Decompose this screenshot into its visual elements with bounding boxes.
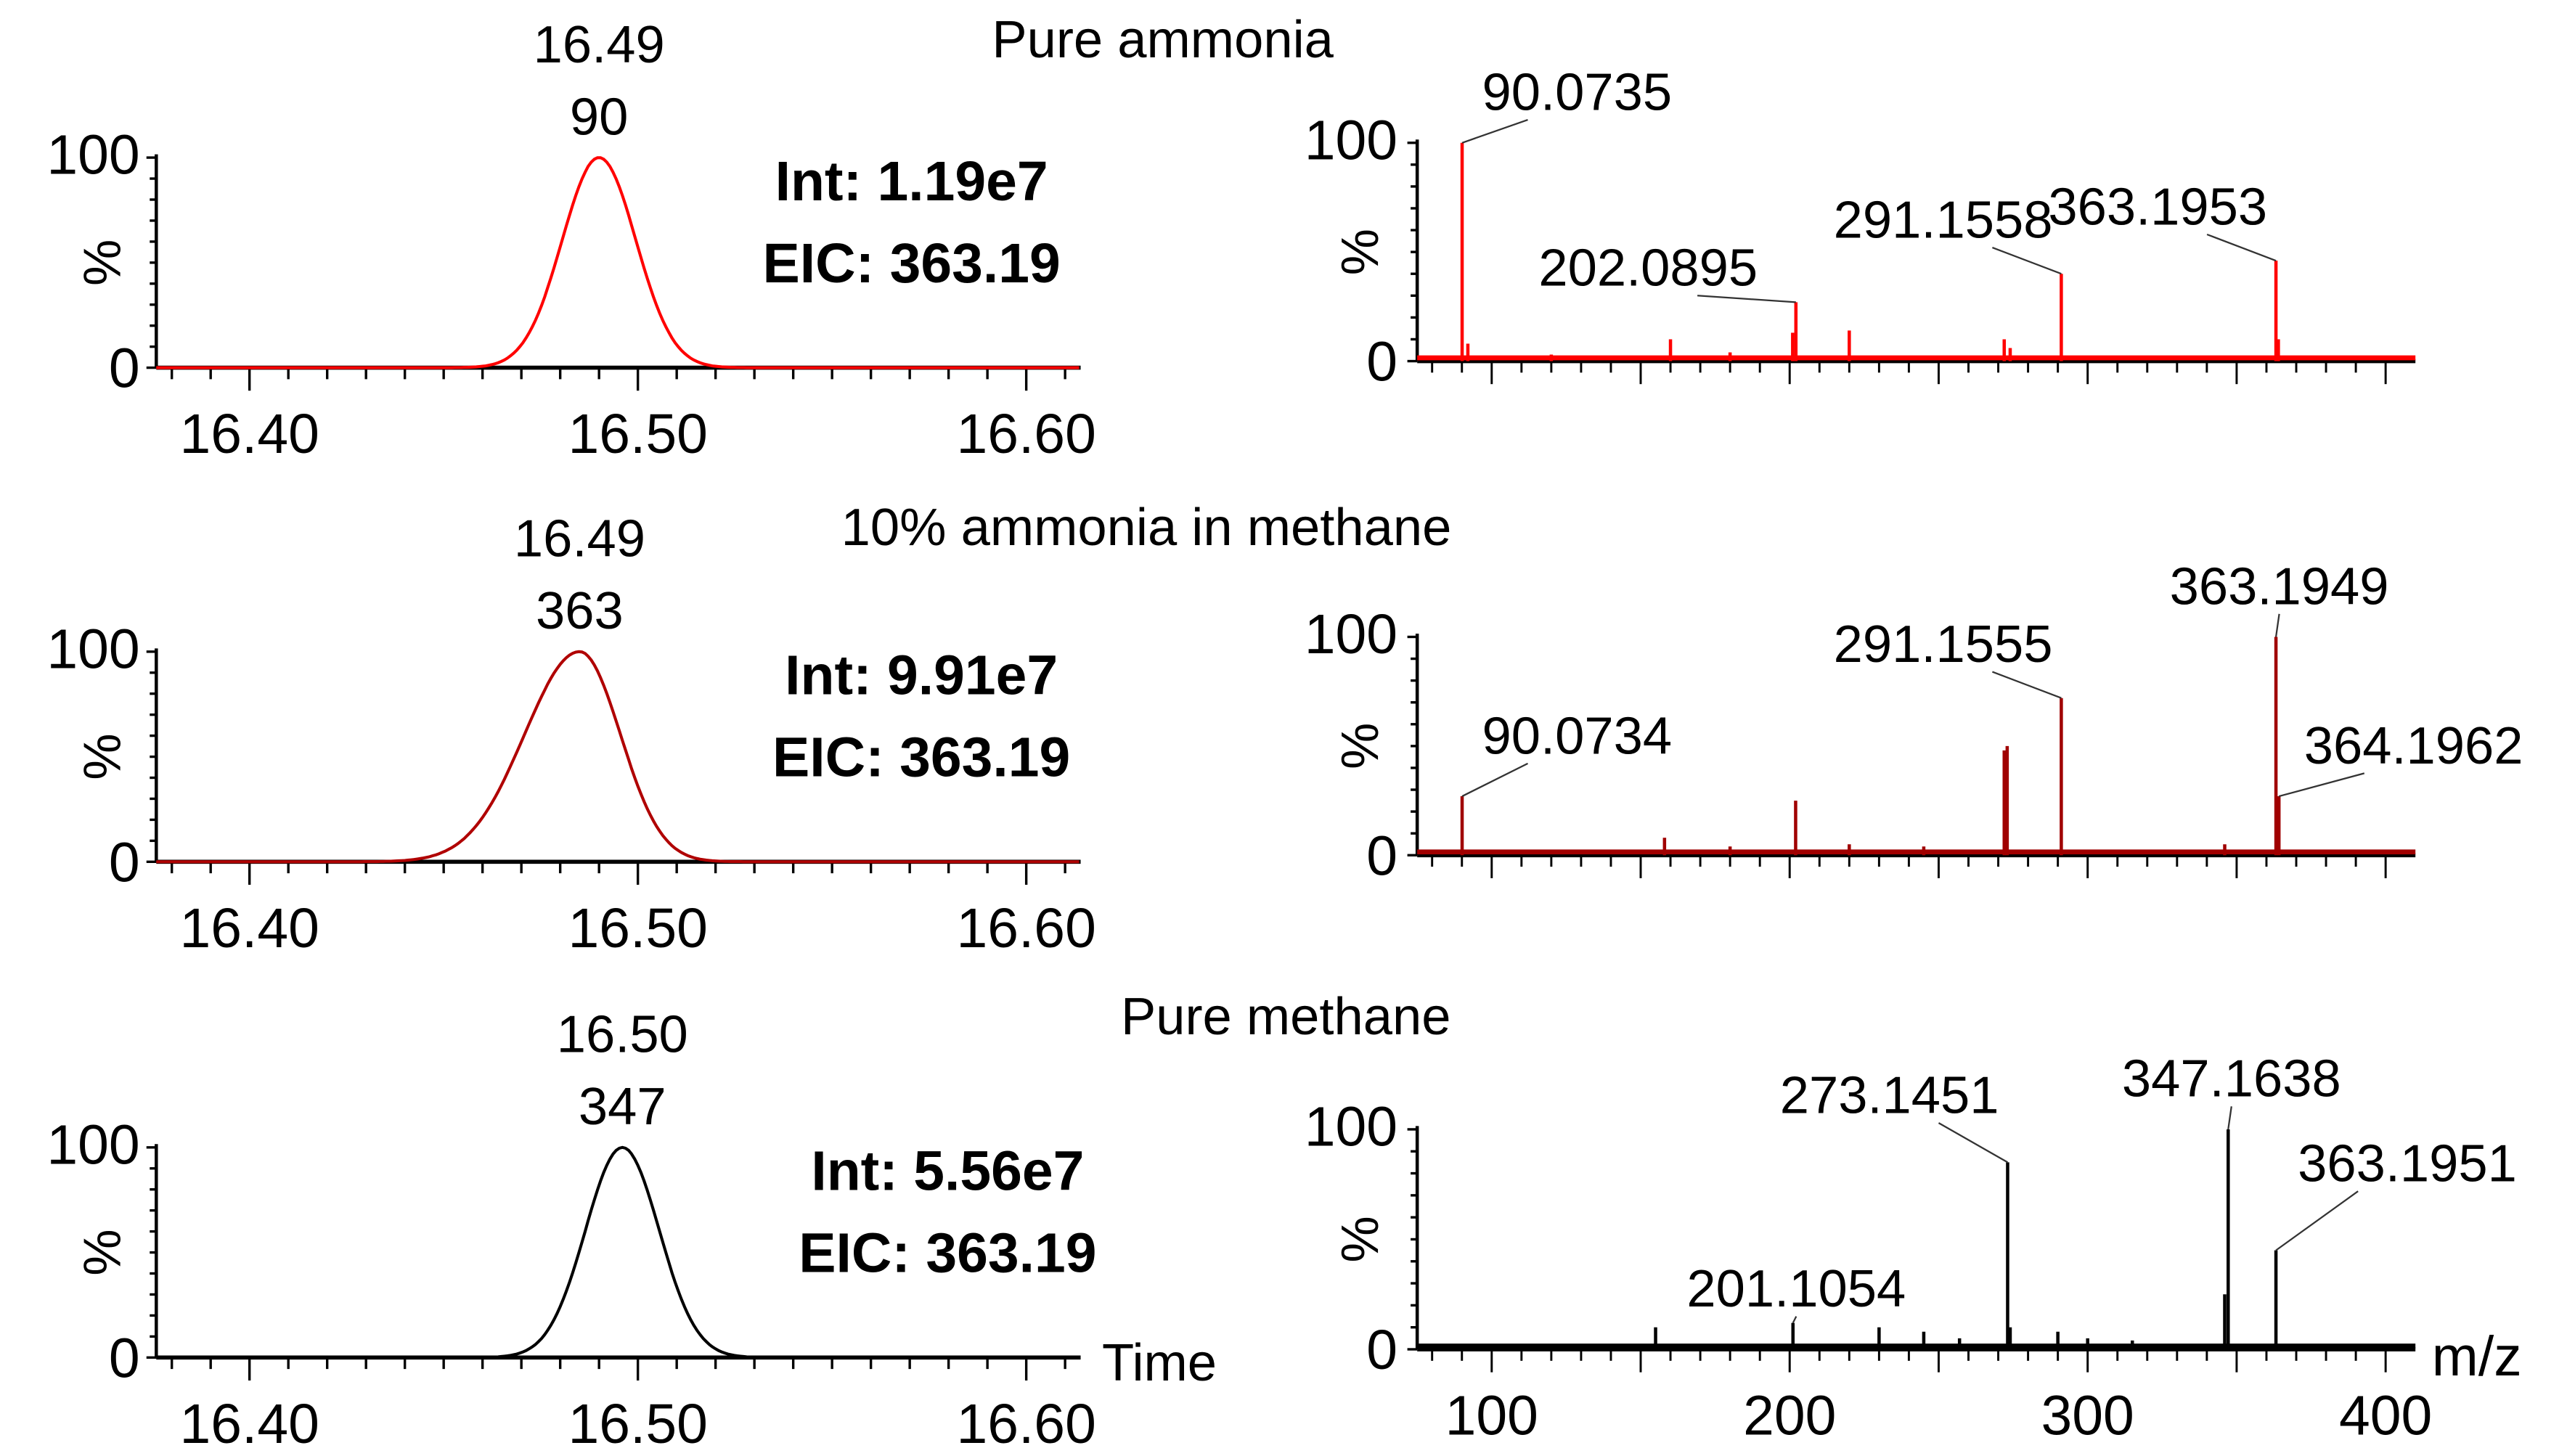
spec-y-label: %	[1331, 1216, 1389, 1262]
chrom-y-tick-label: 0	[109, 1327, 140, 1389]
peak-leader-line	[1697, 295, 1796, 303]
spec-x-tick-label: 400	[2339, 1385, 2432, 1447]
peak-leader-line	[1461, 119, 1528, 144]
spec-y-tick-label: 100	[1305, 603, 1397, 666]
peak-mz-annotation: 90.0735	[1482, 63, 1673, 122]
peak-mz-label: 90	[570, 87, 629, 146]
peak-leader-line	[1461, 762, 1529, 798]
peak-mz-annotation: 273.1451	[1780, 1066, 1999, 1125]
peak-leader-line	[1792, 1316, 1797, 1324]
peak-mz-annotation: 363.1953	[2048, 177, 2267, 236]
chrom-x-tick-label: 16.60	[956, 1393, 1095, 1455]
spec-x-tick-label: 100	[1445, 1385, 1538, 1447]
chrom-x-tick-label: 16.50	[568, 403, 707, 465]
chromatogram-trace	[156, 156, 1080, 369]
peak-mz-annotation: 291.1558	[1834, 190, 2053, 249]
peak-mz-annotation: 363.1951	[2298, 1134, 2517, 1193]
chrom-x-tick-label: 16.40	[179, 403, 319, 465]
chrom-x-tick-label: 16.50	[568, 1393, 707, 1455]
spec-y-label: %	[1331, 723, 1389, 769]
peak-mz-annotation: 90.0734	[1482, 706, 1673, 765]
peak-rt-label: 16.50	[557, 1005, 688, 1064]
spec-y-tick-label: 100	[1305, 1096, 1397, 1158]
panel-title: Pure ammonia	[992, 10, 1334, 69]
chrom-x-tick-label: 16.40	[179, 897, 319, 960]
eic-label: EIC: 363.19	[799, 1222, 1096, 1285]
spec-x-tick-label: 200	[1743, 1385, 1836, 1447]
peak-mz-annotation: 291.1555	[1834, 615, 2053, 674]
intensity-label: Int: 9.91e7	[785, 645, 1058, 707]
chrom-y-label: %	[73, 1229, 132, 1275]
chrom-x-tick-label: 16.60	[956, 403, 1095, 465]
spec-x-tick-label: 300	[2041, 1385, 2134, 1447]
spec-x-label: m/z	[2432, 1325, 2522, 1388]
spec-y-tick-label: 100	[1305, 109, 1397, 171]
eic-label: EIC: 363.19	[772, 727, 1070, 789]
peak-leader-line	[2206, 233, 2277, 262]
peak-leader-line	[2274, 613, 2280, 637]
peak-leader-line	[1991, 671, 2062, 699]
spec-y-label: %	[1331, 229, 1389, 275]
chrom-y-tick-label: 100	[46, 124, 139, 187]
chromatogram-trace	[156, 1145, 1080, 1359]
peak-mz-label: 363	[536, 581, 624, 640]
chrom-y-tick-label: 100	[46, 1113, 139, 1176]
chrom-y-tick-label: 0	[109, 338, 140, 400]
peak-leader-line	[2278, 772, 2365, 798]
chrom-y-label: %	[73, 240, 132, 286]
intensity-label: Int: 1.19e7	[775, 150, 1048, 213]
peak-leader-line	[2275, 1190, 2359, 1251]
spec-y-tick-label: 0	[1366, 331, 1397, 393]
peak-mz-annotation: 347.1638	[2122, 1050, 2341, 1108]
peak-mz-annotation: 363.1949	[2170, 557, 2389, 615]
chrom-y-tick-label: 0	[109, 831, 140, 893]
chrom-x-tick-label: 16.60	[956, 897, 1095, 960]
peak-mz-label: 347	[579, 1077, 666, 1136]
peak-leader-line	[1938, 1122, 2009, 1163]
chrom-x-tick-label: 16.40	[179, 1393, 319, 1455]
spec-y-tick-label: 0	[1366, 825, 1397, 887]
chrom-x-tick-label: 16.50	[568, 897, 707, 960]
panel-title: 10% ammonia in methane	[841, 498, 1452, 557]
panel-title: Pure methane	[1121, 987, 1451, 1046]
peak-rt-label: 16.49	[514, 510, 645, 568]
eic-label: EIC: 363.19	[762, 232, 1060, 295]
chrom-x-label: Time	[1102, 1333, 1217, 1392]
chromatogram-trace	[156, 650, 1080, 864]
peak-mz-annotation: 201.1054	[1686, 1259, 1906, 1318]
peak-leader-line	[2227, 1106, 2232, 1130]
spec-y-tick-label: 0	[1366, 1319, 1397, 1381]
peak-leader-line	[1991, 246, 2062, 275]
intensity-label: Int: 5.56e7	[811, 1140, 1084, 1203]
chrom-y-tick-label: 100	[46, 618, 139, 680]
peak-mz-annotation: 202.0895	[1538, 239, 1758, 298]
chrom-y-label: %	[73, 733, 132, 780]
peak-mz-annotation: 364.1962	[2304, 716, 2523, 775]
peak-rt-label: 16.49	[534, 15, 665, 74]
